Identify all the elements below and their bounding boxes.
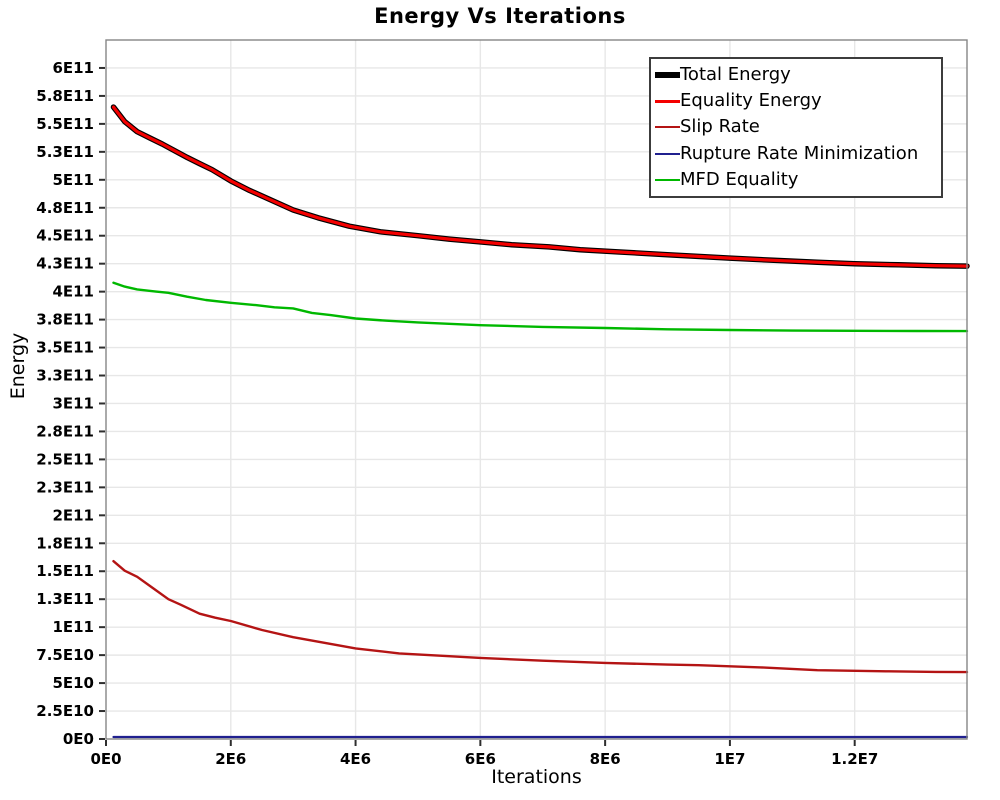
legend-label: MFD Equality [680, 168, 799, 190]
x-tick-label: 2E6 [215, 750, 246, 768]
y-tick-label: 4.3E11 [36, 255, 94, 273]
y-tick-label: 2.5E11 [36, 450, 94, 468]
legend-line-swatch [655, 152, 680, 155]
y-tick-label: 2.8E11 [36, 422, 94, 440]
legend-item-rupture-rate-minimization: Rupture Rate Minimization [655, 142, 941, 164]
legend-label: Total Energy [680, 64, 791, 86]
y-tick-label: 5E11 [52, 171, 94, 189]
chart-title: Energy Vs Iterations [374, 4, 626, 28]
y-tick-label: 3.3E11 [36, 367, 94, 385]
y-tick-label: 1.8E11 [36, 534, 94, 552]
y-tick-label: 4.5E11 [36, 227, 94, 245]
x-tick-label: 8E6 [590, 750, 621, 768]
y-tick-label: 5.8E11 [36, 87, 94, 105]
series-line-1 [111, 105, 969, 268]
x-tick-label: 1E7 [714, 750, 745, 768]
y-tick-label: 2.5E10 [36, 702, 94, 720]
x-tick-label: 0E0 [90, 750, 121, 768]
y-tick-label: 5.5E11 [36, 115, 94, 133]
y-tick-label: 5E10 [52, 674, 94, 692]
y-tick-label: 1E11 [52, 618, 94, 636]
x-tick-label: 1.2E7 [831, 750, 878, 768]
legend-item-equality-energy: Equality Energy [655, 92, 941, 110]
legend-line-swatch [655, 126, 680, 129]
x-axis-title: Iterations [491, 766, 582, 788]
y-tick-label: 7.5E10 [36, 646, 94, 664]
y-tick-label: 5.3E11 [36, 143, 94, 161]
y-tick-label: 1.5E11 [36, 562, 94, 580]
x-tick-label: 4E6 [340, 750, 371, 768]
y-tick-label: 4.8E11 [36, 199, 94, 217]
y-tick-label: 1.3E11 [36, 590, 94, 608]
legend-line-swatch [655, 99, 680, 103]
legend-item-slip-rate: Slip Rate [655, 118, 941, 136]
x-tick-label: 6E6 [465, 750, 496, 768]
legend-item-total-energy: Total Energy [655, 66, 941, 84]
legend-label: Rupture Rate Minimization [680, 142, 919, 164]
y-tick-label: 2E11 [52, 506, 94, 524]
y-tick-label: 6E11 [52, 59, 94, 77]
legend-line-swatch [655, 178, 680, 181]
y-tick-label: 3.8E11 [36, 311, 94, 329]
legend-label: Equality Energy [680, 90, 822, 112]
y-tick-label: 0E0 [63, 730, 94, 748]
series-line-4 [112, 281, 969, 333]
series-line-2 [112, 560, 969, 674]
y-tick-label: 4E11 [52, 283, 94, 301]
plot-border [105, 39, 968, 740]
legend-line-swatch [655, 72, 680, 79]
y-tick-label: 2.3E11 [36, 478, 94, 496]
legend: Total Energy Equality Energy Slip Rate Rupt… [649, 57, 943, 198]
legend-label: Slip Rate [680, 116, 760, 138]
legend-item-mfd-equality: MFD Equality [655, 168, 941, 190]
y-tick-label: 3.5E11 [36, 339, 94, 357]
y-tick-label: 3E11 [52, 394, 94, 412]
